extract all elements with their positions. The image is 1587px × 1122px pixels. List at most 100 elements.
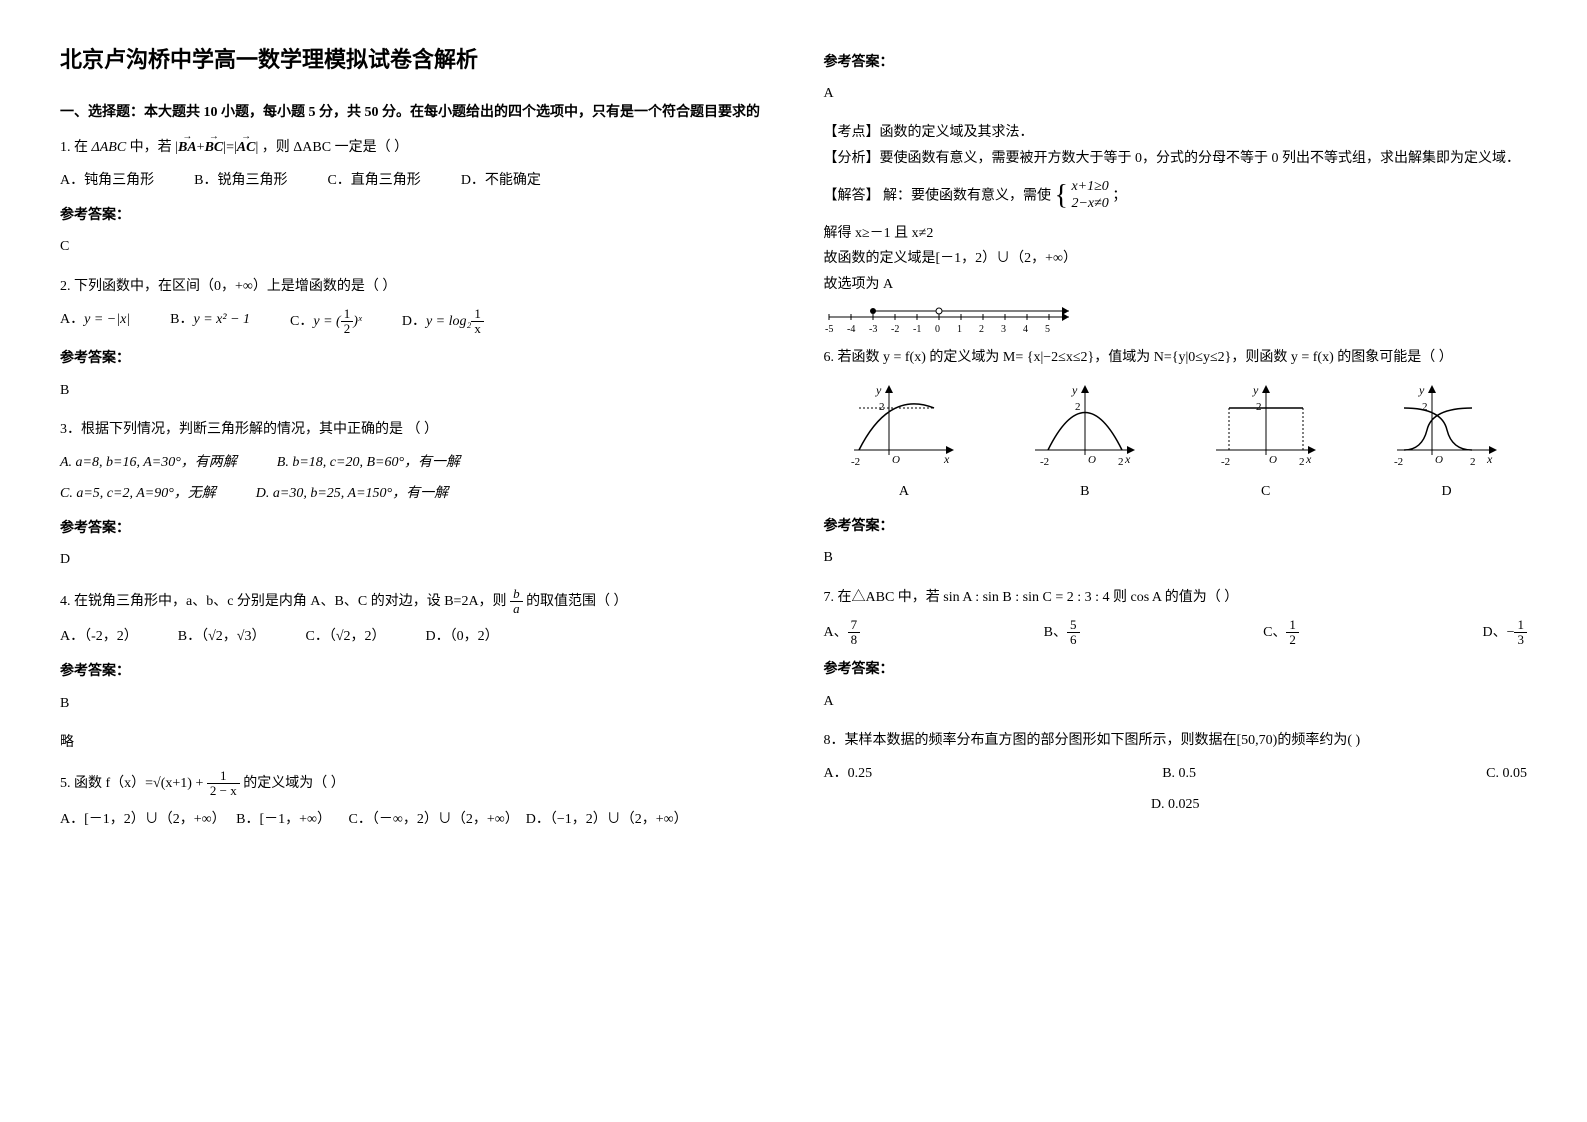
page-title: 北京卢沟桥中学高一数学理模拟试卷含解析: [60, 40, 764, 80]
q4-note: 略: [60, 730, 764, 755]
svg-text:O: O: [892, 454, 900, 466]
q3-opt-d: D. a=30, b=25, A=150°，有一解: [256, 481, 448, 506]
q8-opt-d: D. 0.025: [1151, 797, 1200, 812]
q1-vector-cond: |BA+BC|=|AC|: [175, 140, 258, 155]
svg-text:-3: -3: [869, 324, 877, 335]
q6-ans-head: 参考答案：: [824, 514, 1528, 539]
q1-options: A．钝角三角形 B．锐角三角形 C．直角三角形 D．不能确定: [60, 168, 764, 193]
svg-text:y: y: [875, 383, 882, 397]
svg-text:2: 2: [1118, 456, 1124, 468]
section-1-header: 一、选择题：本大题共 10 小题，每小题 5 分，共 50 分。在每小题给出的四…: [60, 100, 764, 125]
q5-options: A．[－1，2）∪（2，+∞） B．[－1，+∞） C．（－∞，2）∪（2，+∞…: [60, 807, 764, 832]
svg-text:x: x: [1124, 452, 1131, 466]
q8-opt-c: C. 0.05: [1486, 761, 1527, 786]
q7-opt-d: D、−13: [1482, 618, 1527, 648]
svg-text:-2: -2: [1221, 456, 1230, 468]
q5-jd: 【解答】 解：要使函数有意义，需使 { x+1≥0 2−x≠0 ；: [824, 171, 1528, 221]
q1-opt-b: B．锐角三角形: [194, 168, 287, 193]
svg-text:x: x: [1305, 452, 1312, 466]
q1-stem-prefix: 1. 在: [60, 140, 88, 155]
q7-options: A、78 B、56 C、12 D、−13: [824, 618, 1528, 648]
svg-text:-2: -2: [851, 456, 860, 468]
q4-ans-head: 参考答案：: [60, 659, 764, 684]
q8-opt-b: B. 0.5: [1162, 761, 1196, 786]
svg-text:-4: -4: [847, 324, 855, 335]
q8-options-row2: D. 0.025: [824, 792, 1528, 817]
question-1: 1. 在 ΔABC 中，若 |BA+BC|=|AC| ，则 ΔABC 一定是（ …: [60, 135, 764, 160]
graph-c-icon: x y 2 -2 2 O: [1211, 380, 1321, 470]
q4-opt-d: D．（0，2）: [426, 624, 499, 649]
svg-text:3: 3: [1001, 324, 1006, 335]
q5-opt-c: C．（－∞，2）∪（2，+∞）: [349, 812, 519, 827]
svg-text:1: 1: [957, 324, 962, 335]
svg-text:x: x: [1486, 452, 1493, 466]
q2-opt-a: A．y = −|x|: [60, 307, 130, 337]
q1-ans: C: [60, 234, 764, 259]
question-5: 5. 函数 f（x）=√(x+1) + 12 − x 的定义域为（ ）: [60, 769, 764, 799]
q7-opt-c: C、12: [1263, 618, 1299, 648]
q1-ans-head: 参考答案：: [60, 203, 764, 228]
q3-opt-a: A. a=8, b=16, A=30°，有两解: [60, 450, 237, 475]
question-6: 6. 若函数 y = f(x) 的定义域为 M= {x|−2≤x≤2}，值域为 …: [824, 345, 1528, 370]
question-7: 7. 在△ABC 中，若 sin A : sin B : sin C = 2 :…: [824, 585, 1528, 610]
q8-opt-a: A．0.25: [824, 761, 873, 786]
svg-text:2: 2: [1470, 456, 1476, 468]
svg-text:-2: -2: [1394, 456, 1403, 468]
svg-text:-1: -1: [913, 324, 921, 335]
q7-ans-head: 参考答案：: [824, 657, 1528, 682]
svg-text:y: y: [1071, 383, 1078, 397]
q2-options: A．y = −|x| B．y = x² − 1 C．y = (12)ˣ D．y …: [60, 307, 764, 337]
svg-text:2: 2: [979, 324, 984, 335]
svg-text:O: O: [1435, 454, 1443, 466]
q5-ans-head: 参考答案：: [824, 50, 1528, 75]
left-column: 北京卢沟桥中学高一数学理模拟试卷含解析 一、选择题：本大题共 10 小题，每小题…: [60, 40, 764, 832]
svg-text:0: 0: [935, 324, 940, 335]
q6-graph-b: x y 2 -2 2 O B: [1004, 380, 1165, 504]
q7-opt-b: B、56: [1044, 618, 1080, 648]
svg-text:2: 2: [1299, 456, 1305, 468]
q1-opt-a: A．钝角三角形: [60, 168, 154, 193]
q2-ans-head: 参考答案：: [60, 346, 764, 371]
q5-opt-a: A．[－1，2）∪（2，+∞）: [60, 812, 226, 827]
q5-jd-l2: 故函数的定义域是[－1，2）∪（2，+∞）: [824, 246, 1528, 271]
question-4: 4. 在锐角三角形中，a、b、c 分别是内角 A、B、C 的对边，设 B=2A，…: [60, 587, 764, 617]
q1-opt-c: C．直角三角形: [327, 168, 420, 193]
svg-text:4: 4: [1023, 324, 1028, 335]
q2-opt-d: D．y = log₂1x: [402, 307, 484, 337]
q1-stem-mid: 中，若: [130, 140, 176, 155]
svg-text:-2: -2: [891, 324, 899, 335]
q1-stem-suffix: ，则 ΔABC 一定是（ ）: [262, 140, 408, 155]
q2-ans: B: [60, 378, 764, 403]
svg-text:5: 5: [1045, 324, 1050, 335]
q4-options: A．（-2，2） B．（√2，√3） C．（√2，2） D．（0，2）: [60, 624, 764, 649]
q6-graph-c: x y 2 -2 2 O C: [1185, 380, 1346, 504]
svg-text:x: x: [943, 452, 950, 466]
q6-graph-a: x y 2 -2 O A: [824, 380, 985, 504]
q5-kd: 【考点】函数的定义域及其求法．: [824, 120, 1528, 145]
q3-ans: D: [60, 547, 764, 572]
q5-ans: A: [824, 81, 1528, 106]
q6-graphs: x y 2 -2 O A x y 2: [824, 380, 1528, 504]
q2-opt-c: C．y = (12)ˣ: [290, 307, 362, 337]
svg-text:y: y: [1418, 383, 1425, 397]
q7-opt-a: A、78: [824, 618, 861, 648]
q4-ans: B: [60, 691, 764, 716]
svg-text:O: O: [1088, 454, 1096, 466]
q7-ans: A: [824, 689, 1528, 714]
q6-graph-d: x y 2 -2 2 O D: [1366, 380, 1527, 504]
q5-jd-l3: 故选项为 A: [824, 272, 1528, 297]
svg-text:2: 2: [1075, 401, 1081, 413]
svg-text:2: 2: [879, 401, 885, 413]
svg-text:2: 2: [1256, 401, 1262, 413]
q3-opt-c: C. a=5, c=2, A=90°，无解: [60, 481, 216, 506]
graph-b-icon: x y 2 -2 2 O: [1030, 380, 1140, 470]
number-line-icon: -5 -4 -3 -2 -1 0 1 2 3 4 5: [824, 297, 1084, 337]
q3-options: A. a=8, b=16, A=30°，有两解 B. b=18, c=20, B…: [60, 450, 764, 506]
q1-opt-d: D．不能确定: [461, 168, 541, 193]
svg-text:-2: -2: [1040, 456, 1049, 468]
question-2: 2. 下列函数中，在区间（0，+∞）上是增函数的是（ ）: [60, 274, 764, 299]
q1-triangle: ΔABC: [92, 140, 127, 155]
right-column: 参考答案： A 【考点】函数的定义域及其求法． 【分析】要使函数有意义，需要被开…: [824, 40, 1528, 832]
q3-ans-head: 参考答案：: [60, 516, 764, 541]
svg-text:-5: -5: [825, 324, 833, 335]
